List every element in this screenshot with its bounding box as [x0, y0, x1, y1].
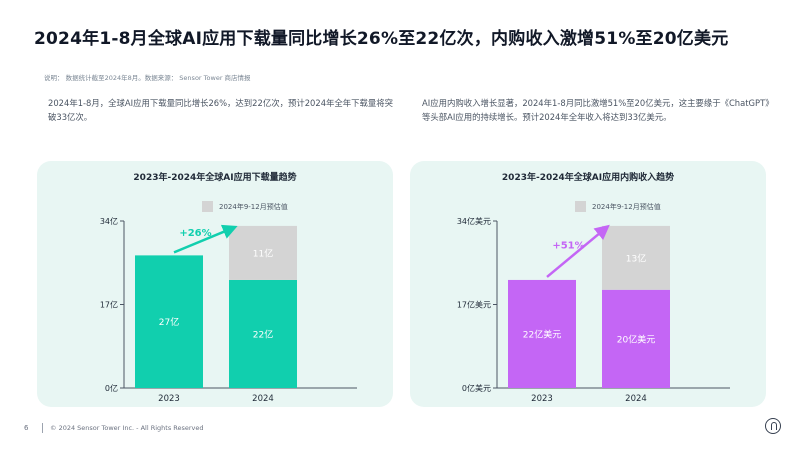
bar-value-label: 27亿: [159, 316, 179, 328]
growth-label: +51%: [552, 240, 584, 251]
x-tick-label: 2023: [531, 394, 553, 404]
page-title: 2024年1-8月全球AI应用下载量同比增长26%至22亿次，内购收入激增51%…: [34, 29, 729, 49]
bar-value-label: 22亿美元: [523, 328, 561, 340]
forecast-value-label: 11亿: [253, 247, 273, 259]
downloads-chart-title: 2023年-2024年全球AI应用下载量趋势: [133, 173, 297, 183]
growth-label: +26%: [179, 228, 211, 239]
revenue-legend: 2024年9-12月预估值: [575, 201, 661, 212]
bar-forecast: [229, 225, 297, 280]
bar-value-label: 20亿美元: [617, 333, 655, 345]
x-tick-label: 2024: [252, 394, 274, 404]
bar-actual: [135, 255, 203, 388]
sensor-tower-logo-icon: [765, 418, 781, 434]
legend-swatch-forecast: [575, 201, 586, 212]
copyright: © 2024 Sensor Tower Inc. - All Rights Re…: [50, 424, 204, 432]
bar-actual: [229, 279, 297, 388]
downloads-chart-panel: 2023年-2024年全球AI应用下载量趋势 2024年9-12月预估值 0亿 1…: [37, 161, 393, 407]
bar-forecast: [602, 225, 670, 290]
footer: 6 © 2024 Sensor Tower Inc. - All Rights …: [0, 418, 800, 442]
growth-arrow: [546, 224, 610, 278]
y-tick-label: 0亿: [105, 383, 118, 393]
page-number: 6: [24, 424, 29, 432]
footer-divider: [42, 423, 43, 433]
bar-value-label: 22亿: [253, 328, 273, 340]
legend-label-forecast: 2024年9-12月预估值: [592, 202, 661, 211]
downloads-description: 2024年1-8月，全球AI应用下载量同比增长26%，达到22亿次，预计2024…: [48, 98, 394, 122]
revenue-chart-title: 2023年-2024年全球AI应用内购收入趋势: [501, 173, 675, 183]
legend-swatch-forecast: [202, 201, 213, 212]
y-tick-label: 34亿美元: [457, 216, 491, 226]
y-tick-label: 17亿: [100, 300, 118, 310]
y-tick-label: 34亿: [100, 216, 118, 226]
downloads-legend: 2024年9-12月预估值: [202, 201, 288, 212]
downloads-chart: 0亿 17亿 34亿 27亿 2023 22亿 11亿 2024 +26%: [100, 216, 357, 404]
growth-arrow: [173, 224, 238, 254]
x-tick-label: 2023: [158, 394, 180, 404]
y-tick-label: 0亿美元: [462, 383, 491, 393]
legend-label-forecast: 2024年9-12月预估值: [219, 202, 288, 211]
revenue-chart-panel: 2023年-2024年全球AI应用内购收入趋势 2024年9-12月预估值 0亿…: [410, 161, 766, 407]
revenue-chart: 0亿美元 17亿美元 34亿美元 22亿美元 2023 20亿美元 13亿 2024 +51%: [457, 216, 730, 404]
source-note: 说明： 数据统计截至2024年8月。数据来源： Sensor Tower 商店情…: [44, 74, 251, 82]
forecast-value-label: 13亿: [626, 252, 646, 264]
bar-actual: [508, 279, 576, 388]
x-tick-label: 2024: [625, 394, 647, 404]
y-tick-label: 17亿美元: [457, 300, 491, 310]
revenue-description: AI应用内购收入增长显著，2024年1-8月同比激增51%至20亿美元，这主要缘…: [422, 98, 770, 122]
bar-actual: [602, 289, 670, 388]
